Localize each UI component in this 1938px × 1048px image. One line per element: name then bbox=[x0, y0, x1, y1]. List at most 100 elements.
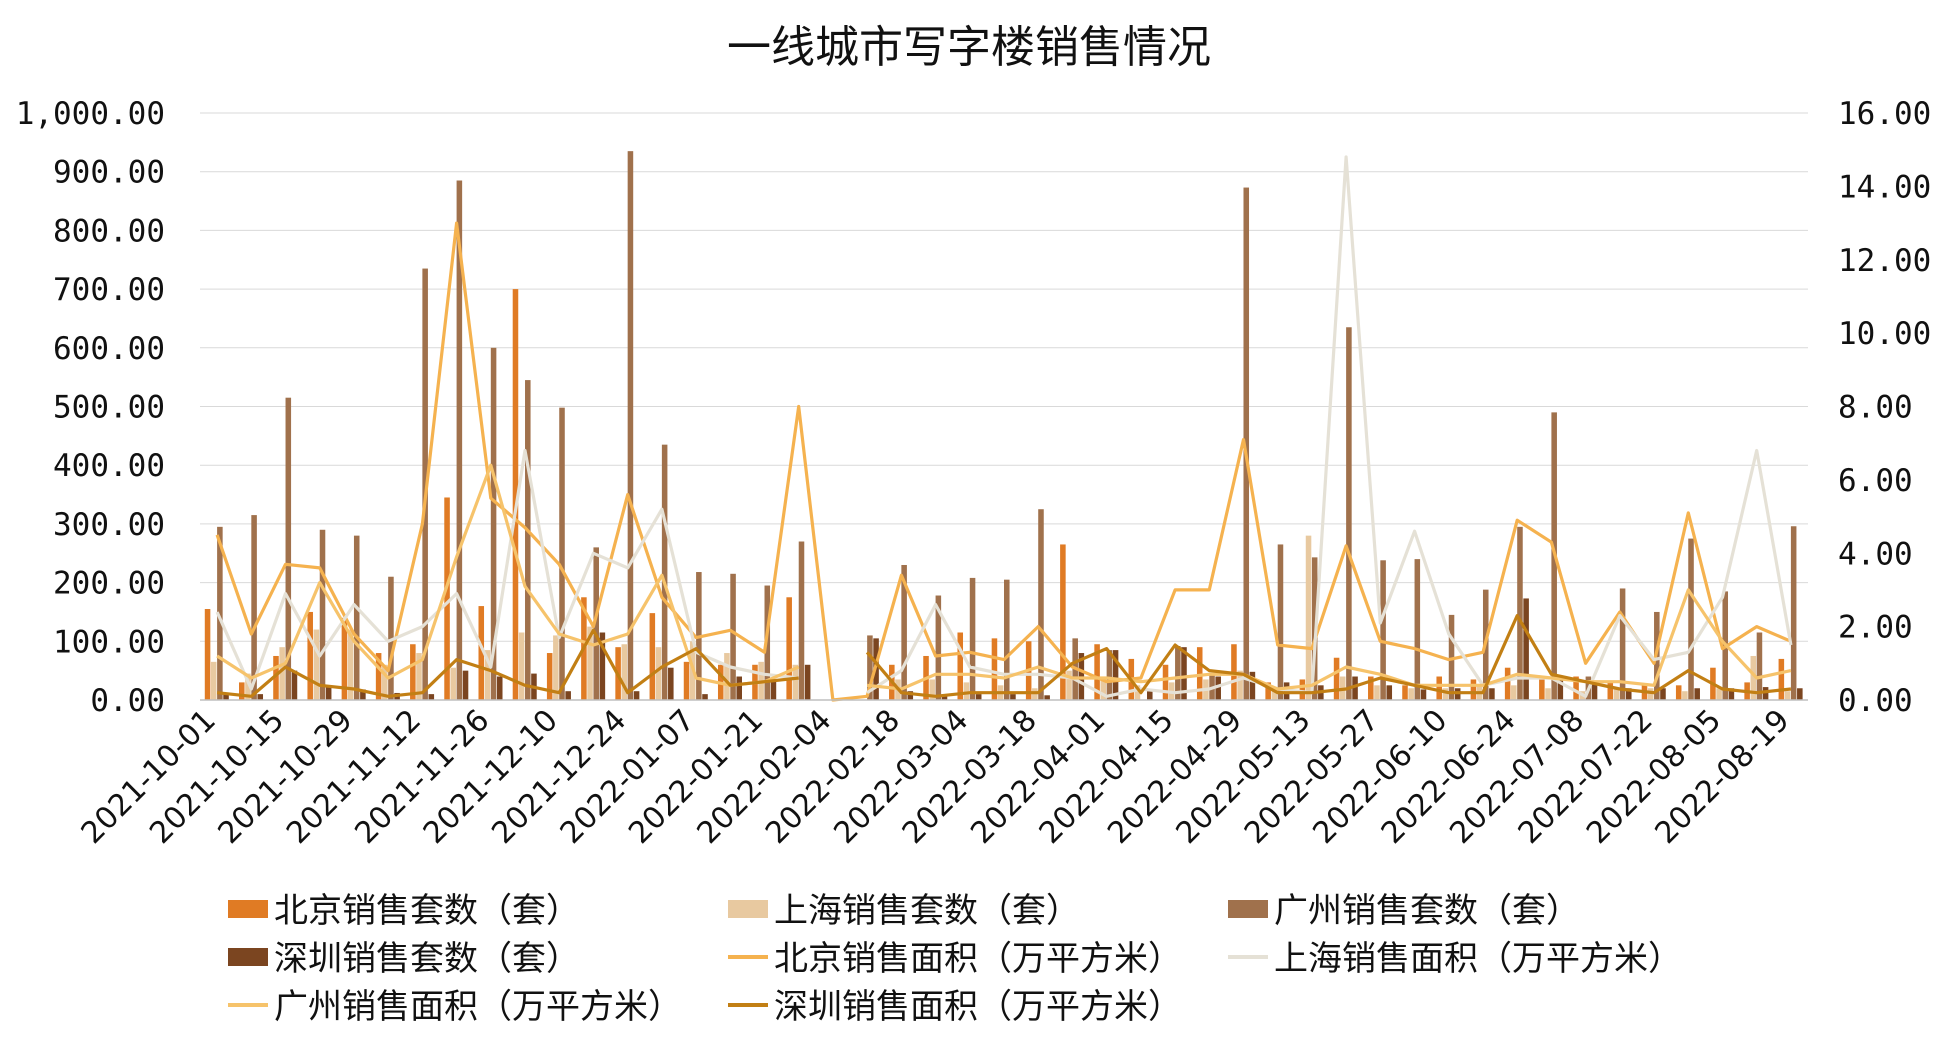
bar bbox=[1106, 650, 1113, 700]
grid-lines bbox=[200, 112, 1808, 701]
bar-series-layer bbox=[204, 151, 1803, 700]
bar bbox=[239, 682, 245, 700]
bar bbox=[1386, 685, 1393, 700]
bar bbox=[490, 347, 497, 700]
bar bbox=[935, 595, 942, 700]
bar bbox=[450, 667, 456, 700]
bar bbox=[1511, 685, 1517, 700]
bar bbox=[901, 564, 907, 700]
bar bbox=[553, 635, 559, 700]
y-left-tick-label: 300.00 bbox=[53, 507, 165, 543]
bar bbox=[1414, 559, 1421, 700]
legend-label: 广州销售面积（万平方米） bbox=[274, 987, 682, 1027]
bar bbox=[736, 676, 742, 700]
bar bbox=[382, 664, 388, 700]
x-axis: 2021-10-012021-10-152021-10-292021-11-12… bbox=[75, 699, 1808, 851]
bar bbox=[1249, 671, 1256, 700]
legend-label: 上海销售套数（套） bbox=[774, 891, 1080, 931]
bar bbox=[559, 407, 565, 700]
bar bbox=[444, 497, 450, 700]
y-left-tick-label: 200.00 bbox=[53, 566, 165, 602]
bar bbox=[273, 655, 279, 700]
bar bbox=[991, 638, 998, 700]
legend-swatch bbox=[1228, 900, 1268, 918]
y-right-tick-label: 0.00 bbox=[1838, 683, 1913, 719]
bar bbox=[257, 694, 264, 700]
y-right-tick-label: 14.00 bbox=[1838, 169, 1931, 205]
bar bbox=[525, 380, 531, 700]
bar bbox=[1784, 691, 1791, 700]
line-series bbox=[215, 221, 1792, 702]
bar bbox=[702, 694, 708, 700]
bar bbox=[599, 632, 606, 700]
bar bbox=[1573, 676, 1579, 700]
bar bbox=[565, 691, 571, 700]
bar bbox=[1557, 679, 1564, 700]
bar bbox=[1442, 688, 1449, 700]
bar bbox=[627, 151, 634, 700]
legend-swatch bbox=[228, 900, 268, 918]
bar bbox=[1613, 688, 1620, 700]
bar bbox=[1044, 695, 1050, 700]
y-axis-left: 0.00 100.00 200.00 300.00 400.00 500.00 600.00… bbox=[16, 96, 165, 719]
bar bbox=[1545, 688, 1551, 700]
bar bbox=[347, 629, 354, 700]
bar bbox=[661, 444, 668, 700]
bar bbox=[804, 664, 811, 700]
y-right-tick-label: 2.00 bbox=[1838, 610, 1913, 646]
y-left-tick-label: 100.00 bbox=[53, 624, 165, 660]
legend-item: 深圳销售面积（万平方米） bbox=[728, 987, 1182, 1027]
chart-title: 一线城市写字楼销售情况 bbox=[727, 22, 1211, 73]
bar bbox=[223, 692, 229, 700]
bar bbox=[963, 682, 970, 700]
legend-label: 北京销售套数（套） bbox=[274, 891, 580, 931]
y-right-tick-label: 4.00 bbox=[1838, 536, 1913, 572]
bar bbox=[1504, 667, 1511, 700]
bar bbox=[1470, 679, 1477, 700]
bar bbox=[1688, 538, 1694, 700]
bar bbox=[633, 691, 640, 700]
bar bbox=[245, 673, 251, 700]
bar bbox=[341, 617, 348, 700]
y-left-tick-label: 900.00 bbox=[53, 155, 165, 191]
legend: 北京销售套数（套） 上海销售套数（套） 广州销售套数（套） 深圳销售套数（套） 北京销售… bbox=[228, 891, 1682, 1027]
legend-item: 上海销售面积（万平方米） bbox=[1228, 939, 1682, 979]
bar bbox=[1619, 588, 1626, 700]
bar bbox=[1181, 647, 1187, 700]
y-left-tick-label: 500.00 bbox=[53, 390, 165, 426]
bar bbox=[1797, 688, 1803, 700]
bar bbox=[1517, 526, 1523, 700]
bar bbox=[1196, 647, 1203, 700]
bar bbox=[251, 515, 257, 700]
bar bbox=[456, 180, 463, 700]
bar bbox=[593, 547, 599, 700]
bar bbox=[730, 573, 736, 700]
bar bbox=[512, 289, 519, 700]
bar bbox=[798, 541, 805, 700]
bar bbox=[1243, 187, 1250, 700]
bar bbox=[1004, 579, 1010, 700]
bar bbox=[1607, 682, 1614, 700]
bar bbox=[1716, 688, 1722, 700]
bar bbox=[1380, 560, 1386, 700]
bar bbox=[792, 664, 799, 700]
bar bbox=[1271, 691, 1278, 700]
bar bbox=[388, 576, 394, 700]
bar bbox=[1134, 685, 1141, 700]
bar bbox=[724, 653, 730, 700]
bar bbox=[1750, 655, 1757, 700]
y-right-tick-label: 8.00 bbox=[1838, 390, 1913, 426]
bar bbox=[210, 661, 217, 700]
bar bbox=[353, 535, 360, 700]
bar bbox=[1162, 664, 1169, 700]
bar bbox=[907, 691, 914, 700]
legend-label: 广州销售套数（套） bbox=[1274, 891, 1580, 931]
bar bbox=[518, 632, 525, 700]
bar bbox=[313, 629, 320, 700]
bar bbox=[1333, 657, 1340, 700]
legend-item: 广州销售套数（套） bbox=[1228, 891, 1580, 931]
legend-item: 北京销售面积（万平方米） bbox=[728, 939, 1182, 979]
bar bbox=[1756, 632, 1763, 700]
bar bbox=[416, 653, 422, 700]
